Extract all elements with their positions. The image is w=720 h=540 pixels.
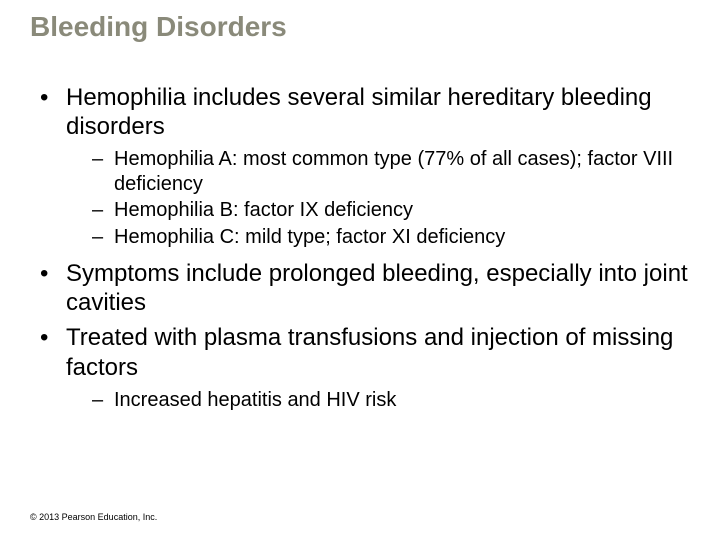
sub-list: Increased hepatitis and HIV risk [92,388,690,412]
slide: Bleeding Disorders Hemophilia includes s… [0,0,720,540]
sub-list-item: Increased hepatitis and HIV risk [92,388,690,412]
sub-list-item: Hemophilia C: mild type; factor XI defic… [92,225,690,249]
copyright-footer: © 2013 Pearson Education, Inc. [30,512,157,522]
sub-list-item: Hemophilia B: factor IX deficiency [92,198,690,222]
bullet-list: Hemophilia includes several similar here… [40,83,690,413]
list-item: Treated with plasma transfusions and inj… [40,323,690,412]
sub-list: Hemophilia A: most common type (77% of a… [92,147,690,249]
list-item-text: Hemophilia includes several similar here… [66,84,652,140]
list-item: Symptoms include prolonged bleeding, esp… [40,259,690,318]
sub-list-item: Hemophilia A: most common type (77% of a… [92,147,690,196]
list-item-text: Symptoms include prolonged bleeding, esp… [66,260,688,316]
list-item: Hemophilia includes several similar here… [40,83,690,249]
slide-title: Bleeding Disorders [30,12,690,43]
list-item-text: Treated with plasma transfusions and inj… [66,324,673,380]
